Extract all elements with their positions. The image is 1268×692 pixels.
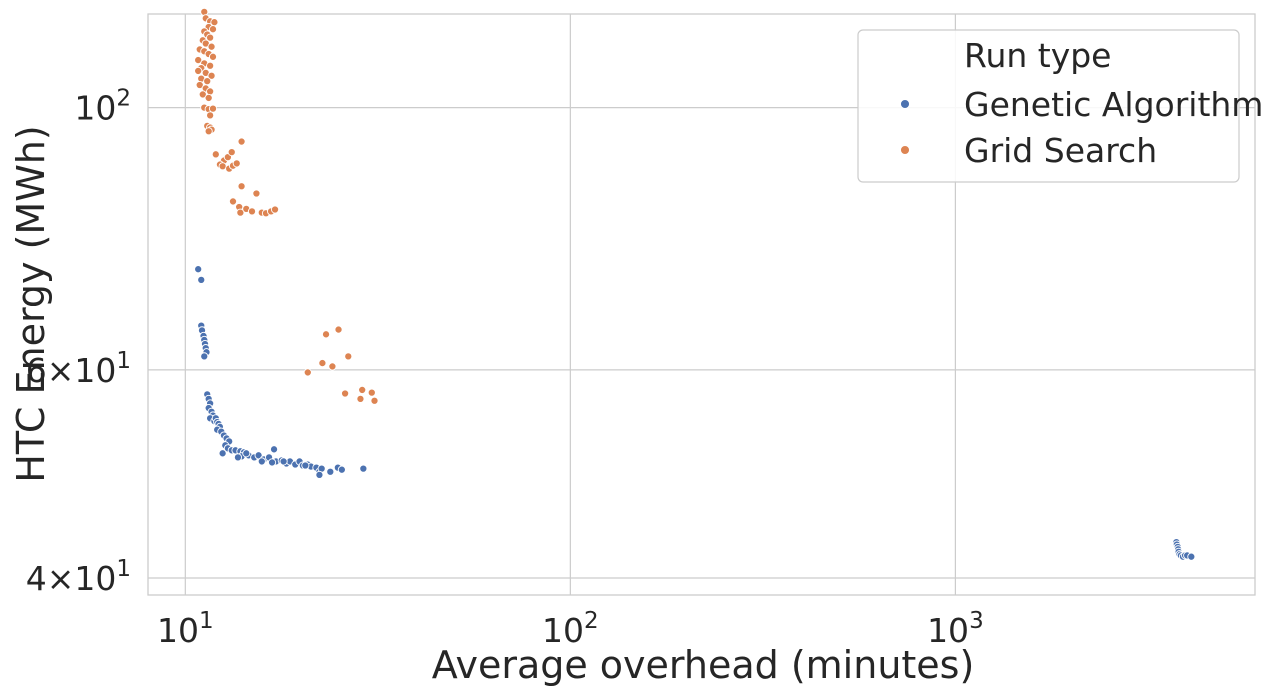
data-point bbox=[200, 352, 209, 361]
data-point bbox=[367, 388, 376, 397]
data-point bbox=[252, 189, 261, 198]
data-point bbox=[341, 389, 350, 398]
data-point bbox=[211, 150, 220, 159]
y-tick-label: 4×101 bbox=[26, 556, 131, 598]
data-point bbox=[254, 451, 263, 460]
legend-box bbox=[857, 29, 1240, 183]
legend-entries: Genetic Algorithm Grid Search bbox=[900, 85, 1263, 170]
data-point bbox=[208, 25, 218, 34]
data-point bbox=[269, 445, 279, 454]
data-point bbox=[334, 325, 343, 334]
data-point bbox=[257, 457, 266, 466]
legend-title: Run type bbox=[964, 36, 1112, 75]
x-tick-label: 102 bbox=[542, 608, 599, 650]
data-point bbox=[359, 464, 368, 473]
y-tick-label: 102 bbox=[74, 86, 131, 128]
data-point bbox=[1187, 552, 1196, 561]
data-point bbox=[358, 385, 367, 394]
data-point bbox=[232, 159, 241, 168]
data-point bbox=[236, 208, 245, 217]
data-point bbox=[195, 80, 204, 90]
data-point bbox=[194, 56, 203, 65]
data-point bbox=[194, 66, 203, 76]
series-grid-search bbox=[194, 7, 379, 405]
data-point bbox=[337, 465, 346, 474]
y-axis-title: HTC Energy (MWh) bbox=[9, 125, 53, 482]
data-point bbox=[194, 265, 203, 274]
data-point bbox=[268, 458, 277, 467]
data-point bbox=[208, 52, 218, 61]
data-point bbox=[370, 396, 379, 405]
data-point bbox=[206, 111, 215, 120]
data-point bbox=[206, 33, 215, 42]
plot-area-frame bbox=[147, 13, 1256, 596]
data-points bbox=[194, 7, 1196, 561]
y-tick-label: 6×101 bbox=[26, 348, 131, 390]
legend-label: Grid Search bbox=[964, 131, 1157, 170]
legend-marker bbox=[900, 145, 910, 155]
data-point bbox=[207, 71, 216, 80]
data-point bbox=[237, 182, 246, 191]
data-point bbox=[204, 127, 213, 136]
data-point bbox=[321, 330, 331, 339]
data-point bbox=[328, 362, 337, 371]
data-point bbox=[203, 77, 212, 86]
data-point bbox=[344, 352, 353, 361]
data-point bbox=[315, 470, 324, 479]
x-tick-label: 101 bbox=[157, 608, 214, 650]
data-point bbox=[242, 449, 251, 458]
data-point bbox=[197, 275, 206, 284]
data-point bbox=[227, 148, 236, 157]
legend-label: Genetic Algorithm bbox=[964, 85, 1263, 124]
y-axis-tick-labels: 4×101 6×101 102 bbox=[26, 86, 131, 598]
data-point bbox=[237, 137, 246, 146]
data-point bbox=[228, 197, 238, 206]
data-point bbox=[318, 359, 327, 368]
data-point bbox=[208, 104, 218, 113]
data-point bbox=[206, 87, 215, 96]
series-genetic-algorithm bbox=[194, 265, 1196, 561]
data-point bbox=[247, 207, 257, 216]
x-axis-title: Average overhead (minutes) bbox=[432, 643, 975, 687]
data-point bbox=[204, 93, 213, 102]
data-point bbox=[301, 461, 310, 470]
data-point bbox=[356, 394, 365, 403]
legend-marker bbox=[900, 99, 910, 109]
x-axis-tick-labels: 101 102 103 bbox=[157, 608, 984, 650]
data-point bbox=[279, 457, 288, 466]
data-point bbox=[206, 61, 215, 70]
data-point bbox=[207, 42, 216, 51]
data-point bbox=[270, 205, 280, 214]
data-point bbox=[218, 449, 227, 458]
data-point bbox=[303, 368, 312, 377]
data-point bbox=[233, 453, 243, 462]
legend: Run type Genetic Algorithm Grid Search bbox=[857, 29, 1263, 183]
x-tick-label: 103 bbox=[927, 608, 984, 650]
data-point bbox=[198, 90, 207, 99]
data-point bbox=[326, 467, 335, 476]
